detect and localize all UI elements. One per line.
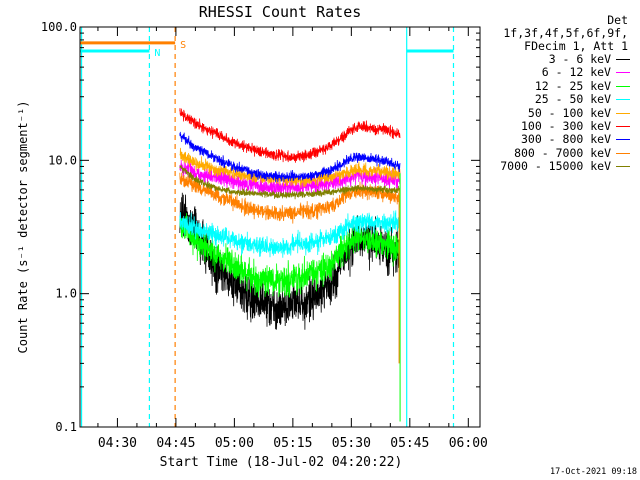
legend-item: 300 - 800 keV [478, 132, 638, 147]
y-tick-label: 10.0 [48, 153, 77, 167]
x-axis-label: Start Time (18-Jul-02 04:20:22) [160, 455, 403, 470]
legend-item: 7000 - 15000 keV [478, 159, 638, 174]
plot-frame [79, 26, 481, 428]
attenuator-bar-label: S [180, 40, 186, 51]
legend-swatch [616, 125, 630, 127]
legend-header-line-1: Det 1f,3f,4f,5f,6f,9f, [503, 13, 628, 40]
x-tick-label: 05:30 [332, 436, 371, 451]
series-line [179, 131, 401, 183]
legend-item-label: 800 - 7000 keV [514, 145, 611, 160]
chart-title: RHESSI Count Rates [199, 3, 362, 21]
legend-item-label: 7000 - 15000 keV [500, 159, 611, 174]
plot-content: SN [80, 27, 455, 427]
legend-rows: 3 - 6 keV 6 - 12 keV 12 - 25 keV 25 - 50 ke… [478, 52, 638, 174]
night-bar-label: N [154, 48, 160, 59]
legend-item: 12 - 25 keV [478, 78, 638, 93]
y-tick-label: 1.0 [55, 287, 77, 301]
y-tick-label: 100.0 [41, 20, 77, 34]
x-tick-label: 06:00 [449, 436, 488, 451]
legend-item-label: 25 - 50 keV [534, 92, 611, 107]
legend-swatch [616, 112, 630, 114]
x-tick-label: 05:45 [390, 436, 429, 451]
series-line [179, 108, 401, 163]
legend-item-label: 3 - 6 keV [548, 52, 611, 66]
x-tick-label: 05:00 [215, 436, 254, 451]
legend-item-label: 100 - 300 keV [520, 118, 611, 133]
legend: Det 1f,3f,4f,5f,6f,9f, FDecim 1, Att 1 3… [478, 14, 638, 174]
axes-layer: 0.1 1.0 10.0 100.0 04:30 04:45 05:00 05:15 05:30… [41, 20, 488, 451]
series-line [179, 213, 401, 298]
legend-swatch [616, 72, 630, 74]
x-tick-label: 05:15 [273, 436, 312, 451]
legend-item-label: 300 - 800 keV [520, 132, 611, 147]
legend-item-label: 6 - 12 keV [541, 65, 611, 80]
legend-swatch [616, 99, 630, 101]
series-line [179, 165, 401, 200]
legend-swatch [616, 85, 630, 87]
footer-timestamp: 17-Oct-2021 09:18 [550, 467, 637, 477]
legend-item: 100 - 300 keV [478, 118, 638, 133]
x-tick-label: 04:45 [156, 436, 195, 451]
legend-item: 800 - 7000 keV [478, 145, 638, 160]
legend-item-label: 50 - 100 keV [527, 105, 611, 120]
legend-swatch [616, 59, 630, 60]
legend-item: 3 - 6 keV [478, 52, 638, 66]
legend-swatch [616, 139, 630, 141]
legend-item: 6 - 12 keV [478, 65, 638, 80]
series-line [179, 210, 401, 258]
legend-swatch [616, 166, 630, 168]
legend-swatch [616, 152, 630, 154]
series-line [179, 147, 401, 188]
x-tick-label: 04:30 [98, 436, 137, 451]
y-tick-label: 0.1 [55, 420, 77, 434]
y-axis-label: Count Rate (s⁻¹ detector segment⁻¹) [16, 101, 30, 354]
legend-item-label: 12 - 25 keV [534, 78, 611, 93]
legend-header-line-2: FDecim 1, Att 1 [524, 39, 628, 53]
legend-item: 50 - 100 keV [478, 105, 638, 120]
legend-item: 25 - 50 keV [478, 92, 638, 107]
